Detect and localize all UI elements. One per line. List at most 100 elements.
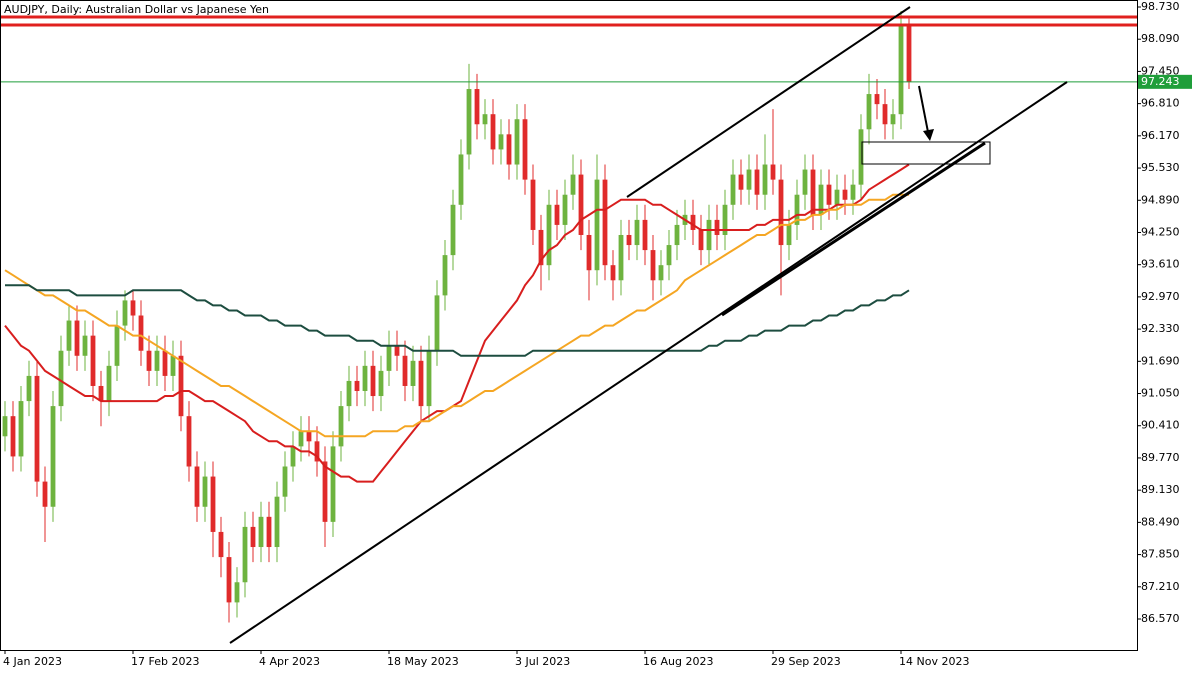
y-tick-label: 92.970 — [1141, 290, 1180, 303]
candle-body — [306, 431, 312, 442]
x-tick-label: 18 May 2023 — [387, 655, 459, 668]
candle-body — [2, 416, 8, 437]
candle-body — [250, 526, 256, 548]
candle-body — [226, 557, 232, 603]
candle-body — [410, 360, 416, 386]
candle-body — [834, 189, 840, 205]
candle-body — [178, 355, 184, 417]
moving-average-line — [4, 163, 910, 483]
candle-body — [162, 350, 168, 376]
candle-body — [602, 179, 608, 266]
last-price-tag — [1138, 74, 1192, 89]
candle-body — [514, 119, 520, 165]
candle-body — [138, 315, 144, 351]
candle-body — [202, 476, 208, 507]
candle-body — [698, 229, 704, 251]
x-tick-label: 16 Aug 2023 — [643, 655, 713, 668]
candle-body — [354, 380, 360, 392]
x-tick-label: 17 Feb 2023 — [131, 655, 199, 668]
candle-body — [154, 350, 160, 371]
y-tick-label: 87.850 — [1141, 548, 1180, 561]
candle-body — [842, 189, 848, 200]
moving-average-line — [5, 284, 910, 357]
x-tick-label: 3 Jul 2023 — [515, 655, 570, 668]
x-tick-label: 29 Sep 2023 — [771, 655, 841, 668]
candle-body — [82, 335, 88, 356]
candle-body — [242, 526, 248, 583]
candle-body — [722, 204, 728, 235]
price-marks — [0, 11, 1137, 623]
last-price-label: 97.243 — [1141, 75, 1180, 88]
candle-body — [650, 250, 656, 281]
candle-body — [458, 154, 464, 205]
channel-upper-line — [626, 6, 911, 198]
drawings — [0, 6, 1137, 644]
candle-body — [530, 179, 536, 230]
candle-body — [522, 119, 528, 180]
y-tick-label: 86.570 — [1141, 612, 1180, 625]
candle-body — [386, 345, 392, 371]
y-tick-label: 96.810 — [1141, 97, 1180, 110]
candle-body — [26, 375, 32, 402]
y-tick-label: 98.730 — [1141, 0, 1180, 13]
candle-body — [658, 265, 664, 281]
candle-body — [690, 214, 696, 230]
candle-body — [594, 179, 600, 271]
candle-body — [402, 355, 408, 386]
candle-body — [618, 234, 624, 281]
candle-body — [234, 582, 240, 603]
y-tick-label: 94.250 — [1141, 225, 1180, 238]
frame — [0, 0, 1138, 651]
y-tick-label: 89.770 — [1141, 451, 1180, 464]
y-tick-label: 87.210 — [1141, 580, 1180, 593]
candle-body — [282, 466, 288, 497]
candle-body — [730, 174, 736, 205]
candle-body — [466, 89, 472, 155]
y-tick-label: 98.090 — [1141, 32, 1180, 45]
target-zone — [861, 141, 991, 165]
candle-body — [34, 375, 40, 482]
candle-body — [18, 401, 24, 457]
candle-body — [866, 94, 872, 130]
candle-body — [554, 204, 560, 225]
candle-body — [474, 89, 480, 125]
candle-body — [738, 174, 744, 190]
candle-body — [506, 134, 512, 165]
candle-body — [714, 219, 720, 235]
x-tick-label: 4 Apr 2023 — [259, 655, 320, 668]
y-tick-label: 88.490 — [1141, 515, 1180, 528]
candle-body — [290, 446, 296, 467]
candle-body — [882, 104, 888, 125]
candle-body — [426, 350, 432, 407]
y-tick-label: 91.690 — [1141, 354, 1180, 367]
candle-body — [338, 406, 344, 447]
candle-body — [666, 245, 672, 266]
candle-body — [266, 516, 272, 548]
x-tick-label: 14 Nov 2023 — [899, 655, 969, 668]
candle-body — [314, 441, 320, 462]
candle-body — [778, 179, 784, 246]
candle-body — [890, 114, 896, 125]
candle-body — [146, 350, 152, 371]
candle-body — [850, 184, 856, 200]
candle-body — [906, 23, 912, 82]
candle-body — [490, 114, 496, 150]
candle-body — [322, 461, 328, 522]
candle-body — [610, 265, 616, 281]
candle-body — [218, 531, 224, 558]
y-tick-label: 95.530 — [1141, 161, 1180, 174]
y-tick-label: 91.050 — [1141, 387, 1180, 400]
candle-body — [130, 300, 136, 316]
candle-body — [442, 255, 448, 296]
y-tick-label: 93.610 — [1141, 258, 1180, 271]
candle-body — [626, 234, 632, 246]
candle-body — [482, 114, 488, 125]
trend-line — [721, 141, 986, 317]
candle-body — [450, 204, 456, 256]
x-tick-label: 4 Jan 2023 — [3, 655, 62, 668]
candle-body — [578, 174, 584, 235]
y-tick-label: 89.130 — [1141, 483, 1180, 496]
candle-body — [858, 129, 864, 185]
